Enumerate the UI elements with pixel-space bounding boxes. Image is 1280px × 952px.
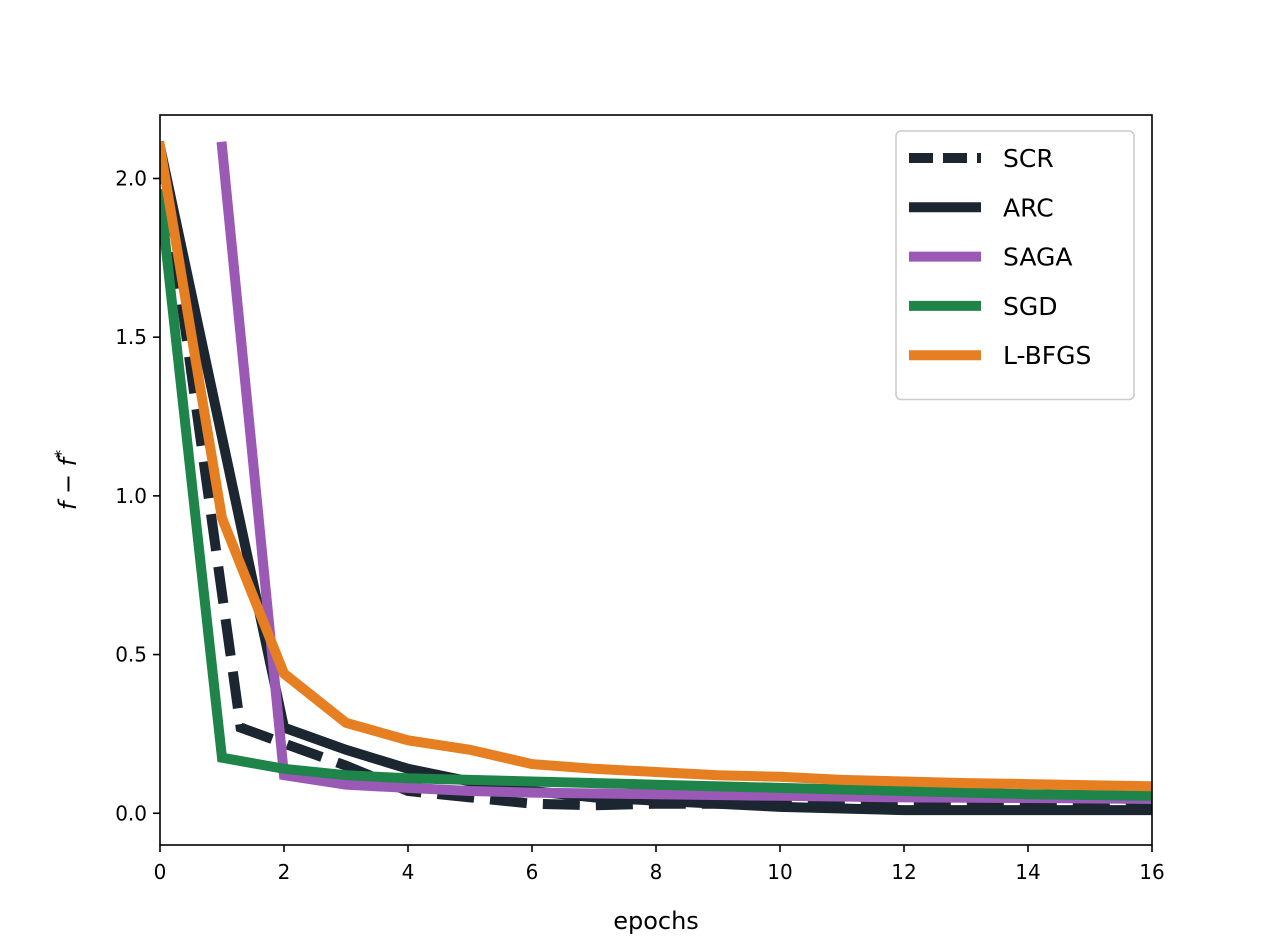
y-tick-label: 2.0 xyxy=(115,166,147,190)
x-tick-label: 6 xyxy=(526,860,539,884)
x-tick-label: 8 xyxy=(650,860,663,884)
axes-layer: 0 2 4 6 8 10 12 14 16 0.0 0.5 1.0 1.5 2.0 xyxy=(115,114,1165,884)
legend-label-arc: ARC xyxy=(1003,193,1054,222)
series-line-l-bfgs xyxy=(160,140,1152,792)
series-layer xyxy=(160,140,1152,816)
x-tick-label: 14 xyxy=(1015,860,1040,884)
x-axis-label: epochs xyxy=(613,907,699,935)
x-tick-label: 10 xyxy=(767,860,792,884)
y-axis-label: f − f* xyxy=(51,450,82,510)
legend-box xyxy=(895,130,1135,401)
x-tick-label: 0 xyxy=(154,860,167,884)
x-tick-label: 16 xyxy=(1139,860,1164,884)
legend: SCR ARC SAGA SGD L-BFGS xyxy=(895,130,1135,401)
legend-label-sgd: SGD xyxy=(1003,292,1058,321)
legend-label-saga: SAGA xyxy=(1003,243,1072,272)
legend-label-l-bfgs: L-BFGS xyxy=(1003,341,1091,370)
x-tick-label: 12 xyxy=(891,860,916,884)
y-tick-label: 0.0 xyxy=(115,801,147,825)
series-line-sgd xyxy=(160,188,1152,801)
svg-text:f − f*: f − f* xyxy=(51,450,82,510)
legend-label-scr: SCR xyxy=(1003,144,1054,173)
y-tick-label: 1.0 xyxy=(115,484,147,508)
y-tick-label: 1.5 xyxy=(115,325,147,349)
series-line-saga xyxy=(216,141,1152,805)
x-tick-label: 2 xyxy=(278,860,291,884)
x-tick-label: 4 xyxy=(402,860,415,884)
y-tick-label: 0.5 xyxy=(115,643,147,667)
